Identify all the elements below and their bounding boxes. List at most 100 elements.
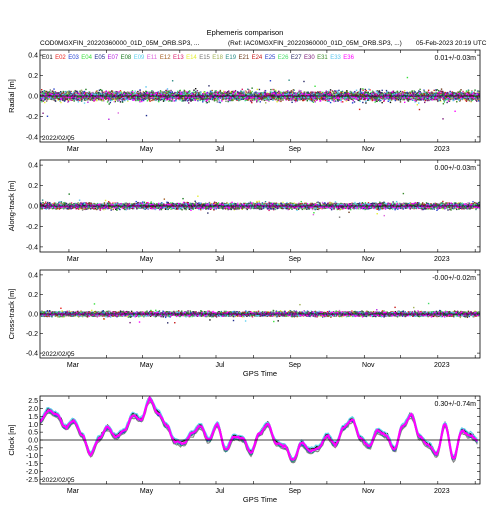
data-point [269, 96, 271, 98]
data-point [406, 76, 409, 79]
data-point [383, 100, 385, 102]
data-point [357, 91, 360, 93]
data-point [129, 97, 131, 100]
data-point [401, 98, 404, 101]
data-point [250, 98, 252, 101]
data-point [430, 98, 433, 100]
data-point [473, 91, 476, 93]
data-point [63, 93, 65, 95]
data-point [313, 99, 315, 101]
data-point [462, 90, 464, 93]
data-point [272, 98, 275, 101]
data-point [136, 99, 139, 101]
data-point [399, 93, 402, 95]
data-point [413, 92, 415, 95]
data-point [303, 98, 305, 100]
data-point [314, 101, 316, 103]
data-point [104, 92, 106, 94]
data-point [465, 96, 467, 98]
data-point [292, 91, 294, 93]
data-point [285, 90, 287, 93]
data-point [304, 98, 306, 100]
data-point [422, 93, 424, 96]
data-point [266, 92, 269, 94]
data-point [359, 88, 362, 90]
data-point [396, 97, 399, 100]
data-point [170, 100, 172, 102]
data-point [99, 88, 102, 91]
data-point [329, 101, 332, 104]
data-point [282, 91, 285, 93]
data-point [233, 98, 235, 100]
data-point [45, 100, 48, 102]
data-point [311, 92, 314, 95]
data-point [342, 91, 344, 93]
data-point [145, 114, 148, 117]
data-point [99, 99, 101, 101]
data-point [181, 94, 183, 96]
data-point [87, 91, 89, 94]
data-point [81, 97, 84, 100]
data-point [171, 98, 174, 100]
data-point [195, 92, 197, 94]
data-point [249, 90, 251, 92]
data-point [139, 101, 141, 103]
data-point [121, 101, 124, 103]
data-point [137, 99, 139, 102]
data-point [294, 98, 296, 101]
data-point [112, 92, 115, 94]
data-point [81, 90, 83, 93]
data-point [93, 97, 95, 100]
data-point [215, 97, 218, 100]
data-point [211, 98, 214, 101]
data-point [252, 97, 254, 99]
data-point [64, 93, 66, 95]
data-point [478, 90, 480, 92]
data-point [44, 92, 46, 94]
data-point [157, 91, 159, 93]
data-point [118, 98, 121, 100]
data-point [124, 99, 126, 102]
data-point [456, 91, 459, 94]
data-point [396, 98, 398, 101]
data-point [423, 90, 426, 93]
data-point [101, 91, 103, 93]
data-point [206, 91, 209, 94]
data-point [283, 91, 285, 94]
data-point [114, 98, 116, 100]
data-point [345, 98, 348, 101]
data-point [168, 90, 170, 92]
data-point [258, 98, 260, 101]
data-point [127, 97, 129, 99]
data-point [86, 92, 88, 94]
data-point [451, 97, 453, 99]
data-point [108, 118, 110, 120]
data-point [166, 90, 168, 93]
data-point [409, 91, 411, 94]
data-point [87, 99, 89, 101]
data-point [337, 98, 339, 100]
data-point [341, 98, 343, 100]
data-point [166, 89, 168, 92]
data-point [245, 91, 248, 93]
data-point [117, 92, 119, 94]
data-point [287, 90, 289, 92]
data-point [244, 90, 247, 92]
data-point [334, 90, 336, 92]
data-point [67, 99, 70, 102]
data-point [444, 96, 446, 98]
data-point [227, 92, 230, 94]
data-point [175, 98, 177, 101]
data-point [468, 100, 471, 102]
data-point [142, 93, 145, 95]
data-point [134, 93, 137, 95]
data-point [427, 91, 429, 93]
data-point [148, 98, 150, 100]
data-point [116, 91, 118, 93]
data-point [102, 99, 105, 101]
data-point [311, 100, 313, 102]
data-point [465, 99, 468, 102]
data-point [276, 101, 278, 103]
data-point [193, 89, 195, 91]
